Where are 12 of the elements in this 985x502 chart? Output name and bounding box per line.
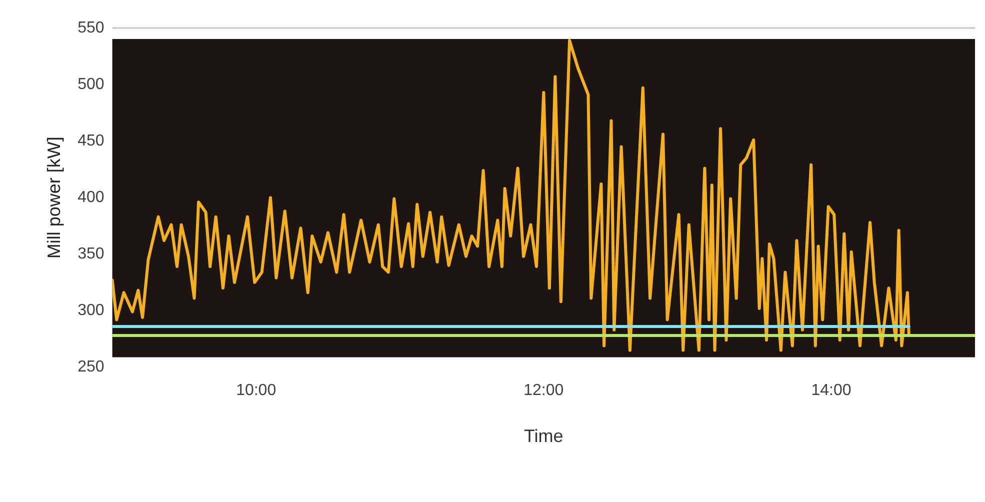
y-tick-label: 300 bbox=[78, 302, 104, 320]
y-tick-label: 250 bbox=[78, 358, 104, 376]
y-tick-label: 450 bbox=[78, 132, 104, 150]
x-tick-label: 14:00 bbox=[811, 382, 852, 400]
x-axis-title: Time bbox=[524, 426, 564, 446]
y-axis-title: Mill power [kW] bbox=[44, 136, 64, 259]
x-tick-label: 12:00 bbox=[524, 382, 564, 400]
y-tick-label: 400 bbox=[78, 189, 104, 206]
y-tick-label: 350 bbox=[78, 246, 104, 263]
x-tick-label: 10:00 bbox=[236, 382, 276, 400]
y-tick-label: 550 bbox=[78, 19, 104, 36]
y-tick-label: 500 bbox=[78, 76, 104, 93]
